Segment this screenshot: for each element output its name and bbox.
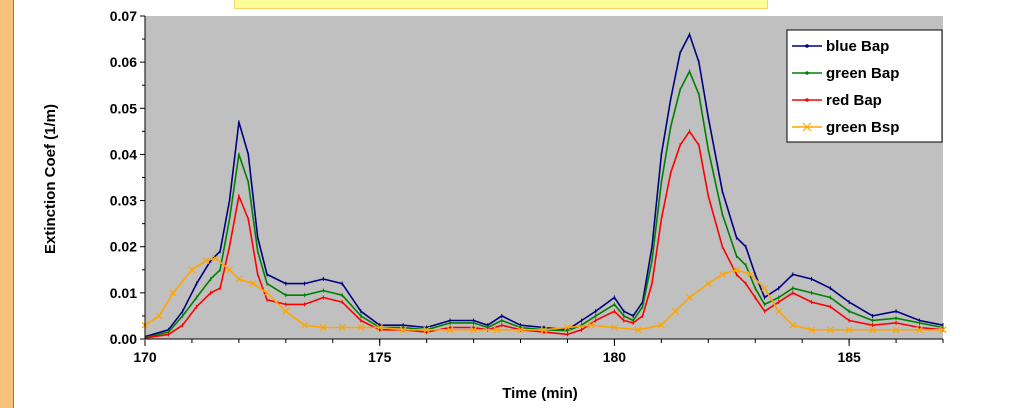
data-point [517,326,524,334]
data-point [211,254,219,262]
x-axis-ticks: 170 175 180 185 [133,339,944,365]
data-point [282,307,290,315]
data-point [540,326,548,334]
data-point [319,324,327,331]
y-tick-label: 0.07 [110,8,137,24]
x-tick-label: 170 [133,349,157,365]
y-tick-label: 0.03 [110,193,137,209]
legend-label: green Bsp [826,119,899,136]
legend-box [786,29,943,143]
data-point [826,326,834,334]
data-point [155,312,163,320]
y-tick-label: 0.00 [110,331,137,347]
data-point [789,321,797,329]
data-point [202,257,210,264]
data-point [610,324,618,331]
data-point [845,326,853,334]
data-point [493,326,501,334]
data-point [939,326,947,334]
left-panel-strip [0,0,14,408]
data-point [634,326,642,334]
legend-marker [805,44,809,48]
data-point [263,289,271,297]
legend-label: blue Bap [826,38,889,55]
data-point [188,266,196,274]
data-point [761,284,769,292]
legend-label: red Bap [826,92,882,109]
data-point [399,326,407,334]
data-point [235,275,243,283]
data-point [169,289,177,297]
data-point [446,326,454,334]
data-point [704,280,712,288]
y-axis-ticks: 0.00 0.01 0.02 0.03 0.04 0.05 0.06 0.07 [110,8,145,347]
data-point [226,266,233,274]
data-point [672,307,679,315]
y-axis-label: Extinction Coef (1/m) [42,104,59,254]
x-tick-label: 180 [603,349,627,365]
x-tick-label: 175 [368,349,392,365]
data-point [564,324,571,331]
series-group [141,32,947,341]
data-point [338,324,346,331]
legend: blue Bap green Bap red Bap green Bsp [786,29,943,143]
data-point [892,326,900,334]
top-banner [234,0,768,9]
data-point [869,326,877,334]
y-tick-label: 0.02 [110,239,137,255]
data-point [733,266,740,274]
data-point [657,321,665,329]
data-point [916,326,923,334]
data-point [376,324,384,331]
data-point [470,326,478,334]
x-tick-label: 185 [837,349,861,365]
legend-marker [805,98,809,102]
data-point [357,324,365,331]
x-axis-label: Time (min) [502,385,578,402]
legend-marker [802,122,812,132]
legend-label: green Bap [826,65,899,82]
y-tick-label: 0.01 [110,285,137,301]
series-green-bsp [141,254,947,334]
legend-marker [805,71,809,75]
data-point [423,326,431,334]
data-point [587,321,595,329]
data-point [249,280,257,288]
y-tick-label: 0.05 [110,100,137,116]
data-point [775,307,783,315]
data-point [747,270,754,278]
data-point [686,294,693,301]
data-point [301,321,309,329]
data-point [718,270,726,278]
y-tick-label: 0.06 [110,54,137,70]
y-tick-label: 0.04 [110,146,137,162]
data-point [808,326,815,334]
